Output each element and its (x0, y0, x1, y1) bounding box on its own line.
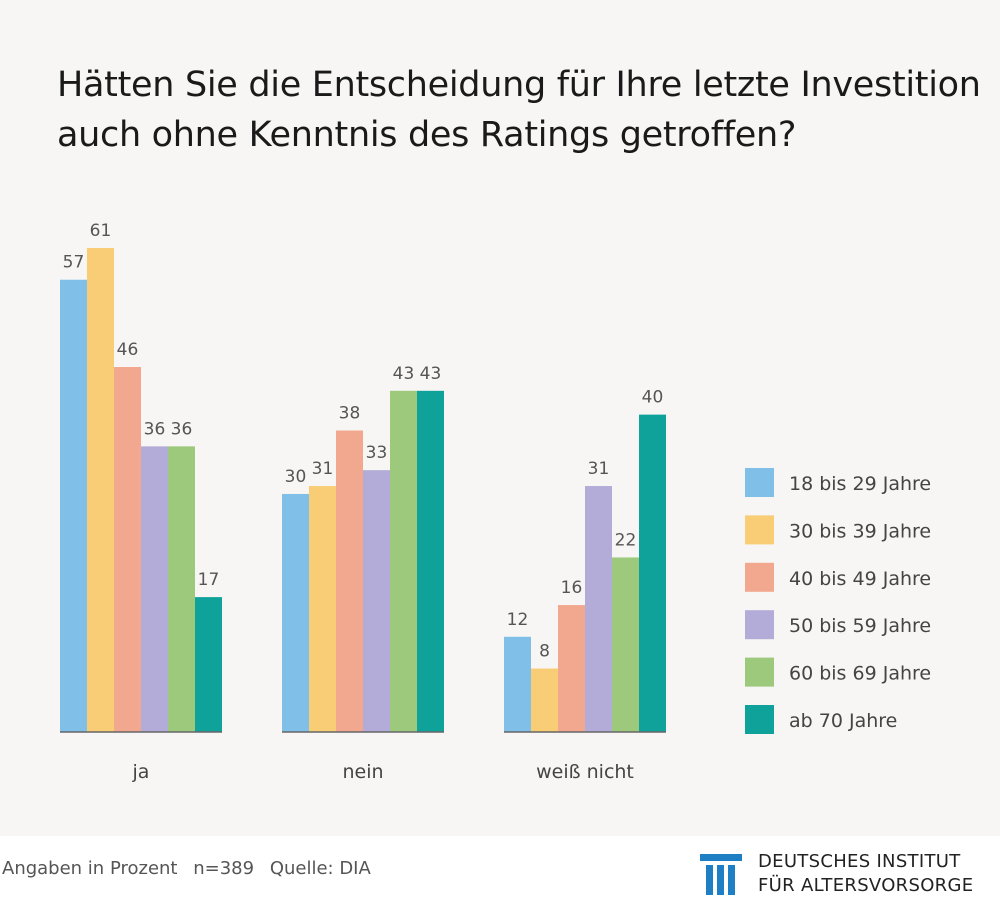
bar-2-4 (363, 470, 390, 732)
bar-1-6 (195, 597, 222, 732)
chart-title: Hätten Sie die Entscheidung für Ihre let… (57, 60, 981, 160)
category-labels-layer: ja nein weiß nicht (132, 761, 634, 783)
value-label-2-4: 33 (366, 443, 388, 463)
value-label-1-2: 61 (90, 221, 112, 241)
bar-1-5 (168, 446, 195, 732)
bar-2-2 (309, 486, 336, 732)
legend-swatch-6 (745, 705, 774, 734)
bar-1-2 (87, 248, 114, 732)
logo-line-2: FÜR ALTERSVORSORGE (758, 875, 974, 896)
bar-3-1 (504, 636, 531, 732)
legend-label-2: 30 bis 39 Jahre (789, 520, 931, 542)
bar-2-5 (390, 390, 417, 732)
bar-1-1 (60, 279, 87, 732)
sample-size: n=389 (193, 858, 255, 879)
category-label-2: nein (342, 761, 383, 783)
source-note: Quelle: DIA (269, 858, 371, 879)
value-label-3-3: 16 (561, 578, 583, 598)
bar-3-2 (531, 668, 558, 732)
value-label-3-6: 40 (642, 388, 664, 408)
footer-note: Angaben in Prozent n=389 Quelle: DIA (2, 858, 381, 879)
value-label-2-2: 31 (312, 459, 334, 479)
value-label-1-4: 36 (144, 419, 166, 439)
value-label-2-1: 30 (285, 467, 307, 487)
value-label-1-6: 17 (198, 570, 220, 590)
title-line-2: auch ohne Kenntnis des Ratings getroffen… (57, 115, 797, 155)
legend-label-4: 50 bis 59 Jahre (789, 615, 931, 637)
category-label-1: ja (132, 761, 150, 783)
bar-3-3 (558, 605, 585, 732)
title-line-1: Hätten Sie die Entscheidung für Ihre let… (57, 65, 981, 105)
legend: 18 bis 29 Jahre 30 bis 39 Jahre 40 bis 49 … (745, 468, 931, 734)
legend-label-6: ab 70 Jahre (789, 710, 897, 732)
value-label-3-5: 22 (615, 530, 637, 550)
dia-logo-icon (700, 854, 742, 895)
legend-swatch-1 (745, 468, 774, 497)
legend-swatch-4 (745, 610, 774, 640)
value-label-2-6: 43 (420, 364, 442, 384)
legend-swatch-3 (745, 562, 774, 592)
bar-2-3 (336, 430, 363, 732)
legend-label-1: 18 bis 29 Jahre (789, 473, 931, 495)
value-label-3-1: 12 (507, 610, 529, 630)
bar-1-3 (114, 367, 141, 732)
bars-layer (60, 248, 666, 732)
logo-line-1: DEUTSCHES INSTITUT (758, 851, 961, 872)
bar-3-4 (585, 486, 612, 732)
legend-label-3: 40 bis 49 Jahre (789, 568, 931, 590)
bar-2-1 (282, 493, 309, 732)
legend-label-5: 60 bis 69 Jahre (789, 663, 931, 685)
bar-3-5 (612, 557, 639, 732)
legend-swatch-2 (745, 515, 774, 545)
unit-note: Angaben in Prozent (2, 858, 178, 879)
legend-swatch-5 (745, 657, 774, 687)
value-label-3-4: 31 (588, 459, 610, 479)
value-label-1-3: 46 (117, 340, 139, 360)
bar-1-4 (141, 446, 168, 732)
bar-3-6 (639, 414, 666, 732)
value-label-1-1: 57 (63, 253, 85, 273)
logo-text: DEUTSCHES INSTITUT FÜR ALTERSVORSORGE (758, 850, 973, 898)
bar-2-6 (417, 390, 444, 732)
value-label-1-5: 36 (171, 419, 193, 439)
footer: Angaben in Prozent n=389 Quelle: DIA DEU… (0, 836, 1000, 898)
category-label-3: weiß nicht (536, 761, 634, 783)
value-label-2-3: 38 (339, 403, 361, 423)
value-label-2-5: 43 (393, 364, 415, 384)
value-label-3-2: 8 (539, 642, 550, 662)
